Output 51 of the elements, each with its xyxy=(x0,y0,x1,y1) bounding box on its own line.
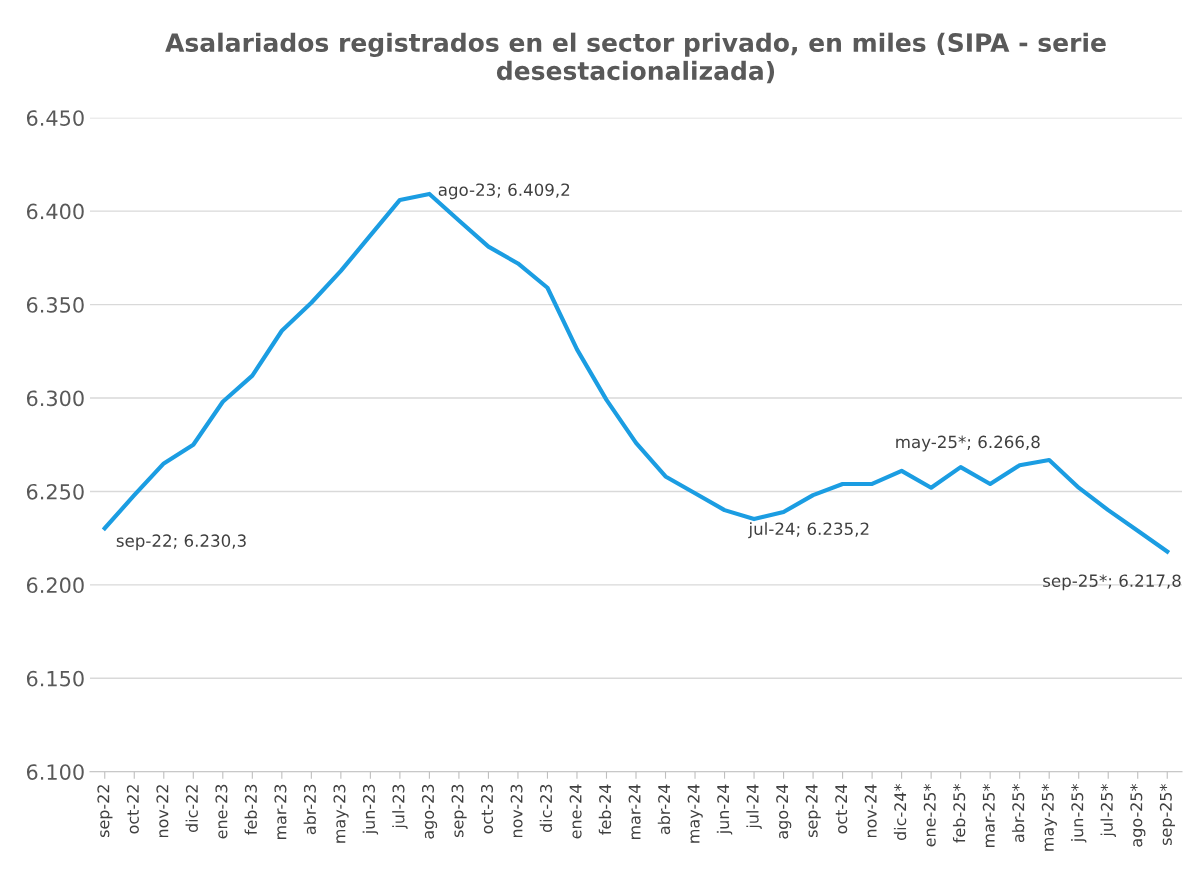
x-tick-label: ago-24 xyxy=(776,784,792,839)
x-tick-label: ene-24 xyxy=(569,784,582,839)
x-tick-label: mar-24 xyxy=(628,784,641,840)
x-tick-label: jul-25* xyxy=(1100,784,1116,837)
x-tick-label: sep-24 xyxy=(805,784,821,838)
x-tick-label: dic-22 xyxy=(185,785,198,833)
y-tick-label: 6.350 xyxy=(26,297,84,313)
x-tick-label: jul-23 xyxy=(392,784,408,829)
x-tick-label: ene-25* xyxy=(923,784,936,847)
x-tick-label: abr-24 xyxy=(657,784,671,835)
x-tick-label: nov-22 xyxy=(156,785,169,838)
x-tick-label: nov-24 xyxy=(864,784,877,838)
chart-title: Asalariados registrados en el sector privado, en miles (SIPA - serie desestacionalizada) xyxy=(165,32,1106,84)
y-tick-label: 6.300 xyxy=(26,390,84,407)
annotation: sep-25*; 6.217,8 xyxy=(1043,574,1181,591)
x-tick-label: ene-23 xyxy=(215,784,228,839)
x-tick-label: jul-24 xyxy=(746,784,762,829)
x-tick-label: may-23 xyxy=(333,784,349,843)
x-tick-label: feb-25* xyxy=(952,784,966,843)
x-tick-label: jun-25* xyxy=(1070,784,1087,843)
y-tick-label: 6.250 xyxy=(26,483,84,500)
annotation: ago-23; 6.409,2 xyxy=(438,183,570,200)
x-tick-label: oct-23 xyxy=(480,784,494,834)
y-tick-label: 6.200 xyxy=(26,577,84,594)
x-tick-label: oct-22 xyxy=(126,785,139,834)
x-tick-label: ago-23 xyxy=(421,784,438,839)
x-tick-label: ago-25* xyxy=(1130,784,1146,847)
x-tick-label: mar-25* xyxy=(982,784,995,848)
x-tick-label: jun-23 xyxy=(362,784,379,835)
x-tick-label: feb-24 xyxy=(598,784,612,835)
x-tick-label: feb-23 xyxy=(244,784,257,835)
y-tick-label: 6.100 xyxy=(26,764,84,780)
x-tick-label: may-24 xyxy=(687,784,703,843)
x-tick-label: sep-23 xyxy=(451,784,467,838)
x-tick-label: nov-23 xyxy=(510,784,523,838)
annotation: jul-24; 6.235,2 xyxy=(748,522,869,539)
y-tick-label: 6.400 xyxy=(26,203,84,220)
x-tick-label: sep-22 xyxy=(97,785,113,838)
x-tick-label: dic-24* xyxy=(893,784,907,841)
x-tick-label: mar-23 xyxy=(274,784,287,840)
x-tick-label: abr-23 xyxy=(303,784,316,835)
y-tick-label: 6.450 xyxy=(26,110,84,126)
x-tick-label: jun-24 xyxy=(716,784,733,835)
y-tick-label: 6.150 xyxy=(26,670,84,687)
annotation: sep-22; 6.230,3 xyxy=(116,534,246,551)
x-tick-label: may-25* xyxy=(1041,784,1057,851)
x-tick-label: dic-23 xyxy=(539,784,553,833)
x-tick-label: oct-24 xyxy=(835,784,848,834)
annotation: may-25*; 6.266,8 xyxy=(896,435,1040,452)
x-tick-label: sep-25* xyxy=(1159,784,1175,846)
x-tick-label: abr-25* xyxy=(1011,784,1025,843)
